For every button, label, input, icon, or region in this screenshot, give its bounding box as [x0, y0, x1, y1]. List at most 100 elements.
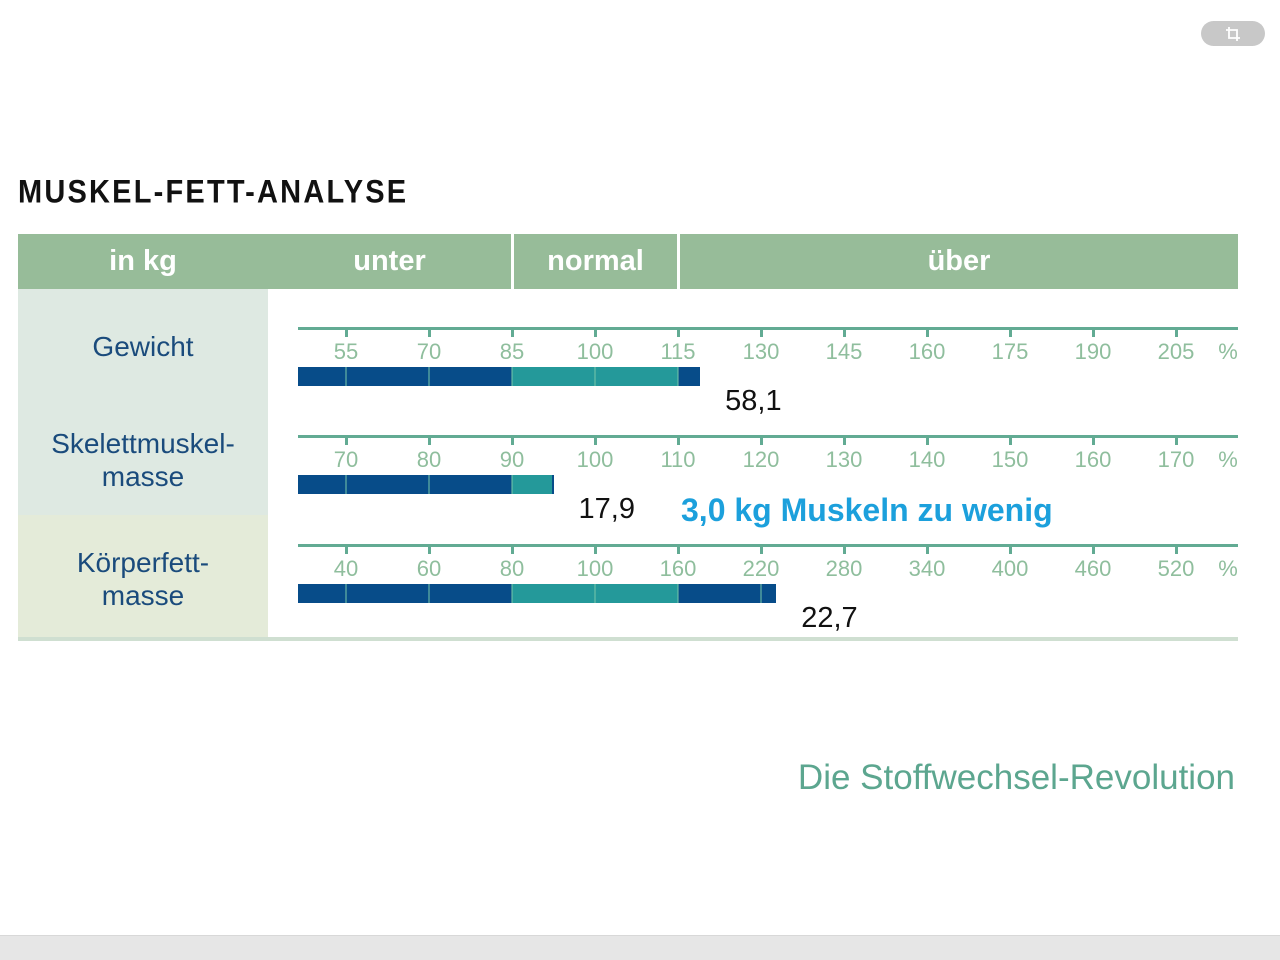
tick-label: 85 [499, 339, 525, 364]
crop-icon [1226, 26, 1240, 41]
axis-tick [925, 435, 929, 445]
label-column-background [18, 289, 268, 515]
bar-separator [428, 584, 430, 603]
axis-tick [344, 327, 348, 337]
tick-label: 140 [908, 447, 946, 472]
axis-tick [344, 435, 348, 445]
bar-segment-normal [512, 475, 554, 494]
axis-tick [1091, 435, 1095, 445]
bar-separator [345, 584, 347, 603]
header-zone-under: unter [353, 245, 426, 277]
bar-separator [345, 475, 347, 494]
tick-label: 400 [991, 556, 1029, 581]
row-label-line: Gewicht [92, 331, 194, 362]
axis-tick [925, 327, 929, 337]
crop-button[interactable] [1201, 21, 1265, 46]
axis-tick [427, 327, 431, 337]
bar-end-cap [774, 584, 777, 603]
axis-tick [1174, 435, 1178, 445]
tick-label: 100 [576, 447, 614, 472]
tick-label: 40 [333, 556, 359, 581]
axis-line-koerperfettmasse [298, 544, 1238, 547]
header-zone-over: über [927, 245, 991, 277]
axis-tick [344, 544, 348, 554]
tick-label: 115 [660, 339, 696, 364]
axis-tick [842, 327, 846, 337]
axis-line-gewicht [298, 327, 1238, 330]
bar-skelettmuskelmasse [298, 475, 554, 494]
axis-tick [842, 435, 846, 445]
axis-tick [676, 327, 680, 337]
axis-tick [510, 544, 514, 554]
axis-tick [676, 435, 680, 445]
row-label-line: Körperfett- [76, 547, 210, 578]
axis-tick [925, 544, 929, 554]
axis-tick [1174, 327, 1178, 337]
tick-label: 55 [333, 339, 359, 364]
tick-label: 220 [742, 556, 780, 581]
tick-label: 70 [333, 447, 359, 472]
tick-label: 100 [576, 339, 614, 364]
bar-end-cap [698, 367, 701, 386]
tick-label: 340 [908, 556, 946, 581]
bar-separator [594, 584, 596, 603]
header-unit-label: in kg [109, 245, 177, 277]
bar-segment-under [298, 367, 512, 386]
chart-title: MUSKEL-FETT-ANALYSE [18, 174, 409, 211]
bar-segment-over [678, 367, 701, 386]
tick-label: 80 [499, 556, 525, 581]
row-label-line: masse [101, 580, 185, 611]
bar-separator [594, 367, 596, 386]
tick-unit-label: % [1218, 556, 1238, 581]
tick-label: 170 [1157, 447, 1195, 472]
row-label-koerperfettmasse: Körperfett- masse [18, 546, 268, 612]
tick-label: 90 [499, 447, 525, 472]
axis-tick [510, 435, 514, 445]
tick-label: 70 [416, 339, 442, 364]
row-label-line: masse [101, 461, 185, 492]
axis-tick [1174, 544, 1178, 554]
tick-label: 175 [991, 339, 1029, 364]
tick-label: 150 [991, 447, 1029, 472]
axis-tick [676, 544, 680, 554]
axis-tick [1008, 544, 1012, 554]
value-label-gewicht: 58,1 [725, 385, 782, 417]
bar-end-cap [551, 475, 554, 494]
axis-tick [759, 435, 763, 445]
tick-label: 100 [576, 556, 614, 581]
row-label-line: Skelettmuskel- [51, 428, 235, 459]
tick-label: 190 [1074, 339, 1112, 364]
footer-title: Die Stoffwechsel-Revolution [797, 758, 1235, 797]
tick-unit-label: % [1218, 339, 1238, 364]
bar-separator [345, 367, 347, 386]
bar-separator [511, 475, 513, 494]
axis-tick [1008, 327, 1012, 337]
bar-gewicht [298, 367, 701, 386]
axis-tick [1091, 544, 1095, 554]
tick-label: 460 [1074, 556, 1112, 581]
axis-tick [759, 327, 763, 337]
tick-label: 160 [659, 556, 697, 581]
bar-separator [428, 367, 430, 386]
axis-tick [593, 544, 597, 554]
axis-tick [593, 435, 597, 445]
header-zone-normal: normal [547, 245, 644, 277]
value-label-skelettmuskelmasse: 17,9 [578, 493, 635, 525]
tick-label: 520 [1157, 556, 1195, 581]
header-divider [511, 234, 514, 289]
chart-plot-area: 55 70 85 100 115 130 145 160 175 190 205% 58,1 70 80 9… [268, 289, 1238, 637]
tick-label: 160 [908, 339, 946, 364]
tick-label: 280 [825, 556, 863, 581]
tick-label: 130 [742, 339, 780, 364]
tick-label: 110 [660, 447, 696, 472]
bar-separator [511, 367, 513, 386]
bar-separator [511, 584, 513, 603]
tick-label: 160 [1074, 447, 1112, 472]
bar-separator [677, 367, 679, 386]
tick-label: 120 [742, 447, 780, 472]
bar-koerperfettmasse [298, 584, 777, 603]
row-label-skelettmuskelmasse: Skelettmuskel- masse [18, 427, 268, 493]
bottom-toolbar [0, 935, 1280, 960]
table-bottom-rule [18, 637, 1238, 641]
